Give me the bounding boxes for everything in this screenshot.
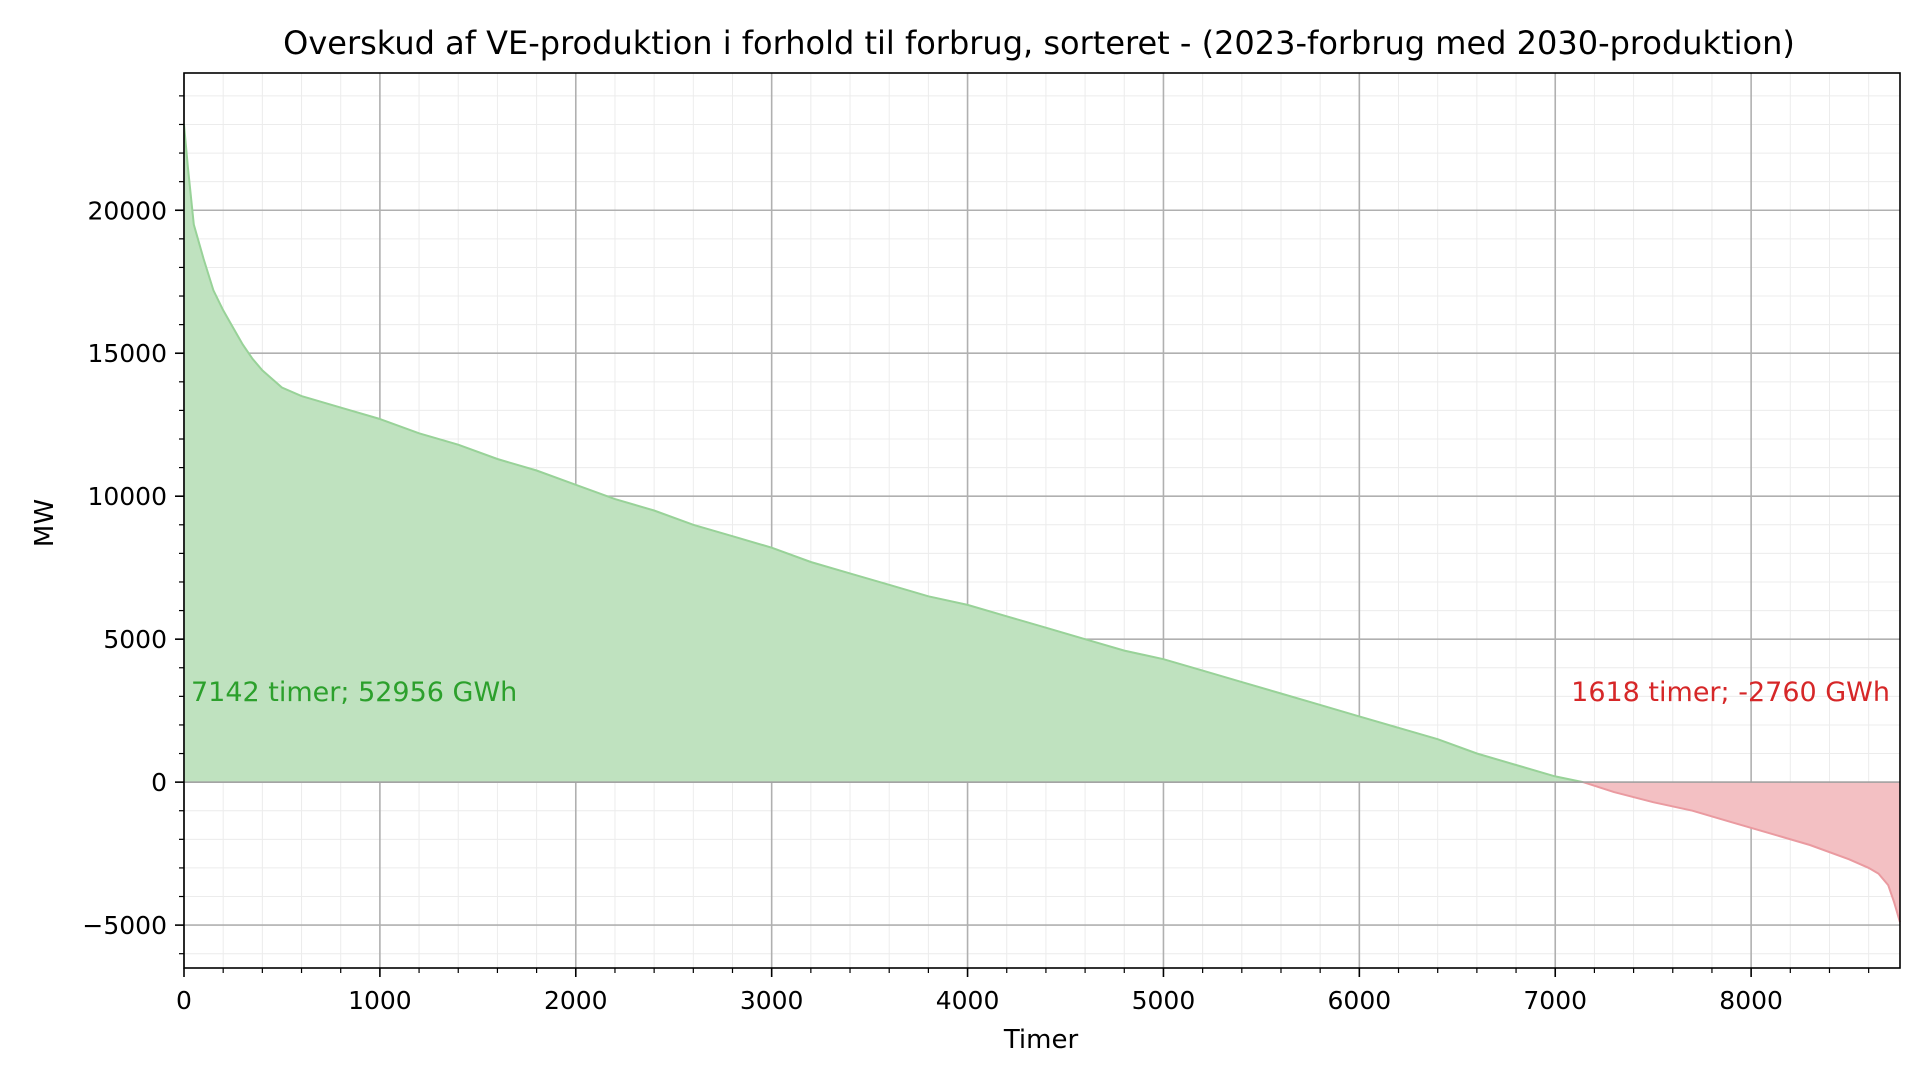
x-tick-label: 4000 (936, 986, 1000, 1015)
deficit-annotation: 1618 timer; -2760 GWh (1571, 677, 1890, 708)
x-tick-label: 6000 (1328, 986, 1392, 1015)
y-tick-label: 0 (151, 768, 167, 797)
y-tick-label: 10000 (87, 482, 167, 511)
x-axis-label: Timer (1003, 1025, 1079, 1055)
deficit-line (1582, 781, 1901, 923)
x-tick-label: 1000 (348, 986, 412, 1015)
surplus-annotation: 7142 timer; 52956 GWh (191, 677, 517, 708)
axis-ticks: 0 1000 2000 3000 4000 5000 6000 7000 8000 −5000 0 5… (82, 95, 1870, 1015)
y-tick-label: 5000 (103, 625, 167, 654)
x-tick-label: 8000 (1719, 986, 1783, 1015)
y-tick-label: −5000 (82, 911, 167, 940)
area-series (183, 124, 1901, 923)
deficit-area (1583, 782, 1900, 923)
x-tick-label: 3000 (740, 986, 804, 1015)
x-tick-label: 2000 (544, 986, 608, 1015)
surplus-line (183, 124, 1584, 784)
minor-grid (184, 73, 1900, 968)
chart-title: Overskud af VE-produktion i forhold til … (283, 24, 1795, 62)
plot-frame (183, 72, 1901, 969)
surplus-area (184, 124, 1584, 783)
x-tick-label: 0 (176, 986, 192, 1015)
y-tick-label: 20000 (87, 196, 167, 225)
x-tick-label: 7000 (1523, 986, 1587, 1015)
x-tick-label: 5000 (1132, 986, 1196, 1015)
y-tick-label: 15000 (87, 339, 167, 368)
y-axis-label: MW (30, 499, 60, 547)
